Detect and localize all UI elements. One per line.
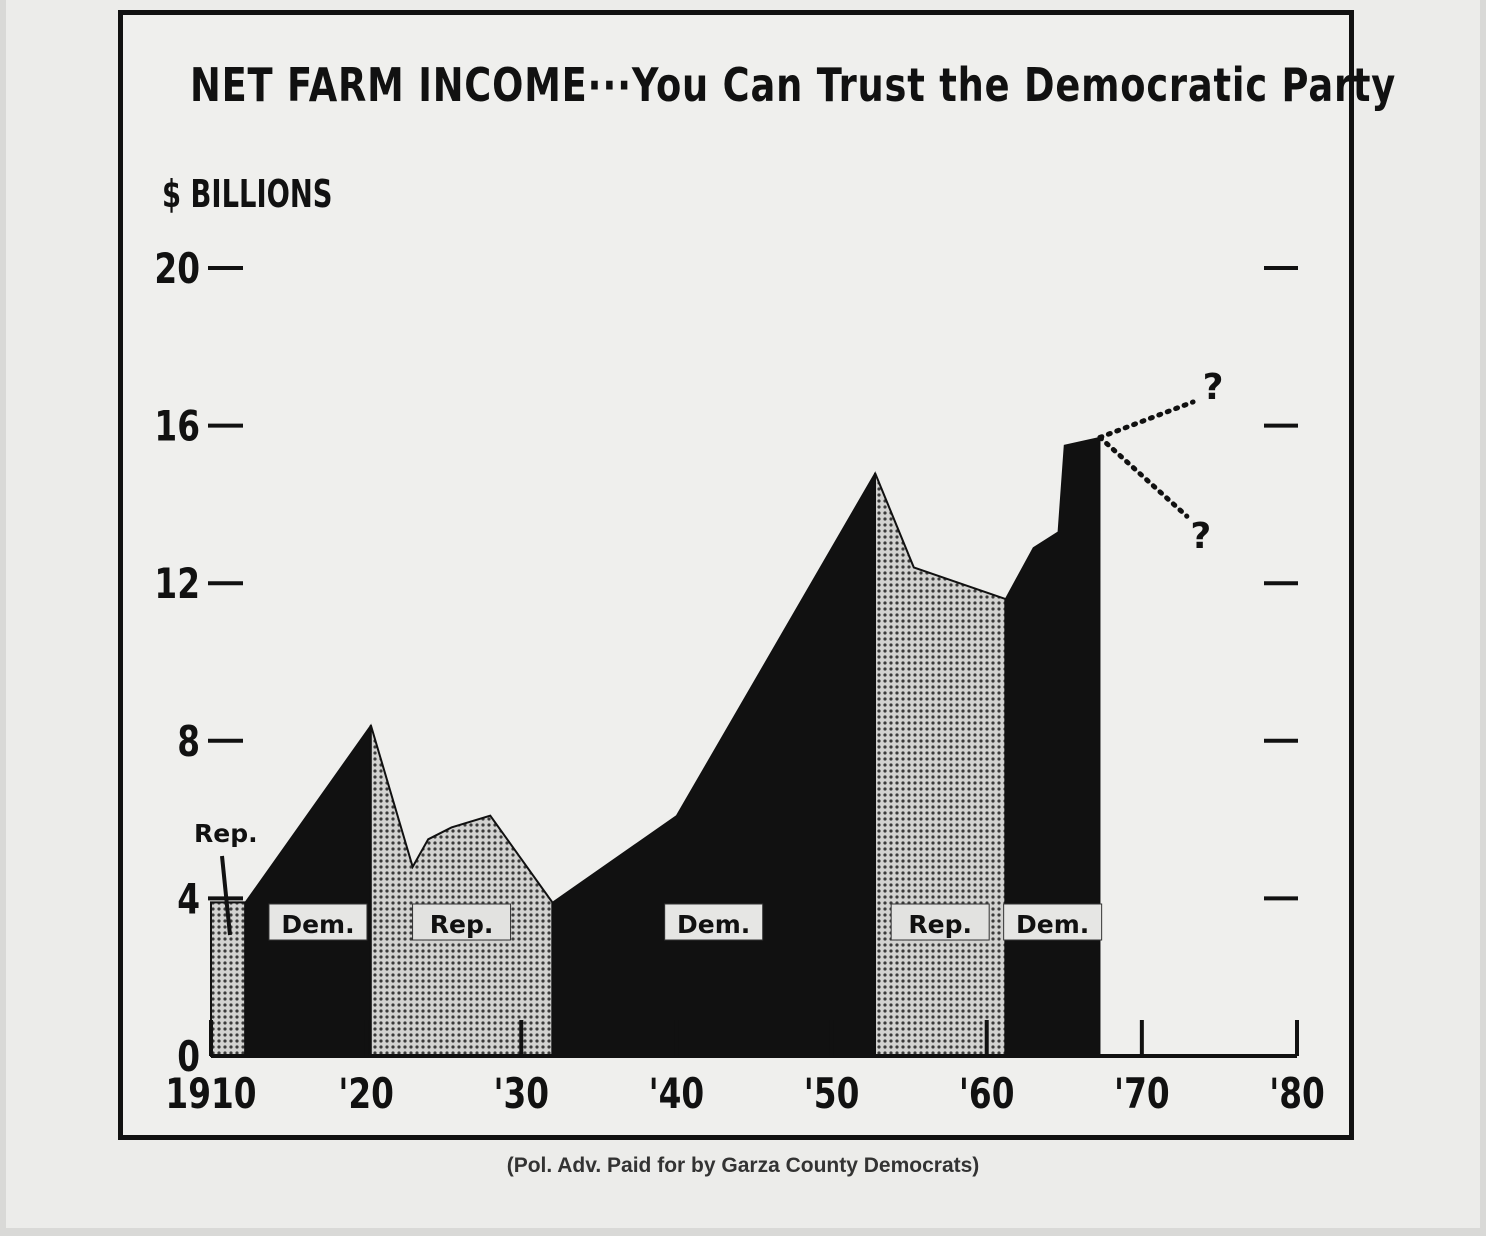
- x-tick-label: '50: [804, 1069, 860, 1118]
- area-segment-dem: [244, 723, 372, 1057]
- y-tick-label: 20: [154, 244, 200, 293]
- era-label-box: [268, 903, 368, 941]
- y-tick-label: 8: [177, 717, 200, 766]
- projection-question-mark: ?: [1190, 516, 1211, 557]
- x-tick-label: '30: [493, 1069, 549, 1118]
- y-tick-label: 16: [154, 402, 200, 451]
- era-label: Dem.: [1016, 910, 1089, 939]
- x-tick-label: 1910: [165, 1069, 256, 1118]
- area-segment-dem: [1004, 436, 1101, 1057]
- projection-line: [1097, 399, 1196, 440]
- x-tick-label: '40: [649, 1069, 705, 1118]
- projection-question-mark: ?: [1203, 367, 1224, 408]
- era-label: Rep.: [908, 910, 972, 939]
- era-label: Dem.: [281, 910, 354, 939]
- chart-title: NET FARM INCOME···You Can Trust the Demo…: [190, 58, 1397, 112]
- projection-line: [1097, 434, 1190, 519]
- era-label-pointer: [220, 855, 232, 936]
- x-tick-label: '70: [1114, 1069, 1170, 1118]
- x-tick-label: '20: [338, 1069, 394, 1118]
- political-ad-footnote: (Pol. Adv. Paid for by Garza County Demo…: [506, 1154, 980, 1177]
- area-segment-dem: [551, 471, 876, 1057]
- era-label-box: [1003, 903, 1103, 941]
- era-label-box: [890, 903, 990, 941]
- area-segment-rep: [369, 724, 554, 1057]
- era-label-box: [412, 903, 512, 941]
- era-label: Rep.: [430, 910, 494, 939]
- y-tick-label: 0: [177, 1032, 200, 1081]
- x-tick-label: '80: [1269, 1069, 1325, 1118]
- y-tick-label: 12: [154, 559, 200, 608]
- y-tick-label: 4: [177, 874, 200, 923]
- y-axis-unit-label: $ BILLIONS: [162, 172, 333, 216]
- era-label: Dem.: [677, 910, 750, 939]
- area-segment-rep: [874, 472, 1007, 1057]
- era-label: Rep.: [194, 819, 258, 848]
- era-label-box: [664, 903, 764, 941]
- x-tick-label: '60: [959, 1069, 1015, 1118]
